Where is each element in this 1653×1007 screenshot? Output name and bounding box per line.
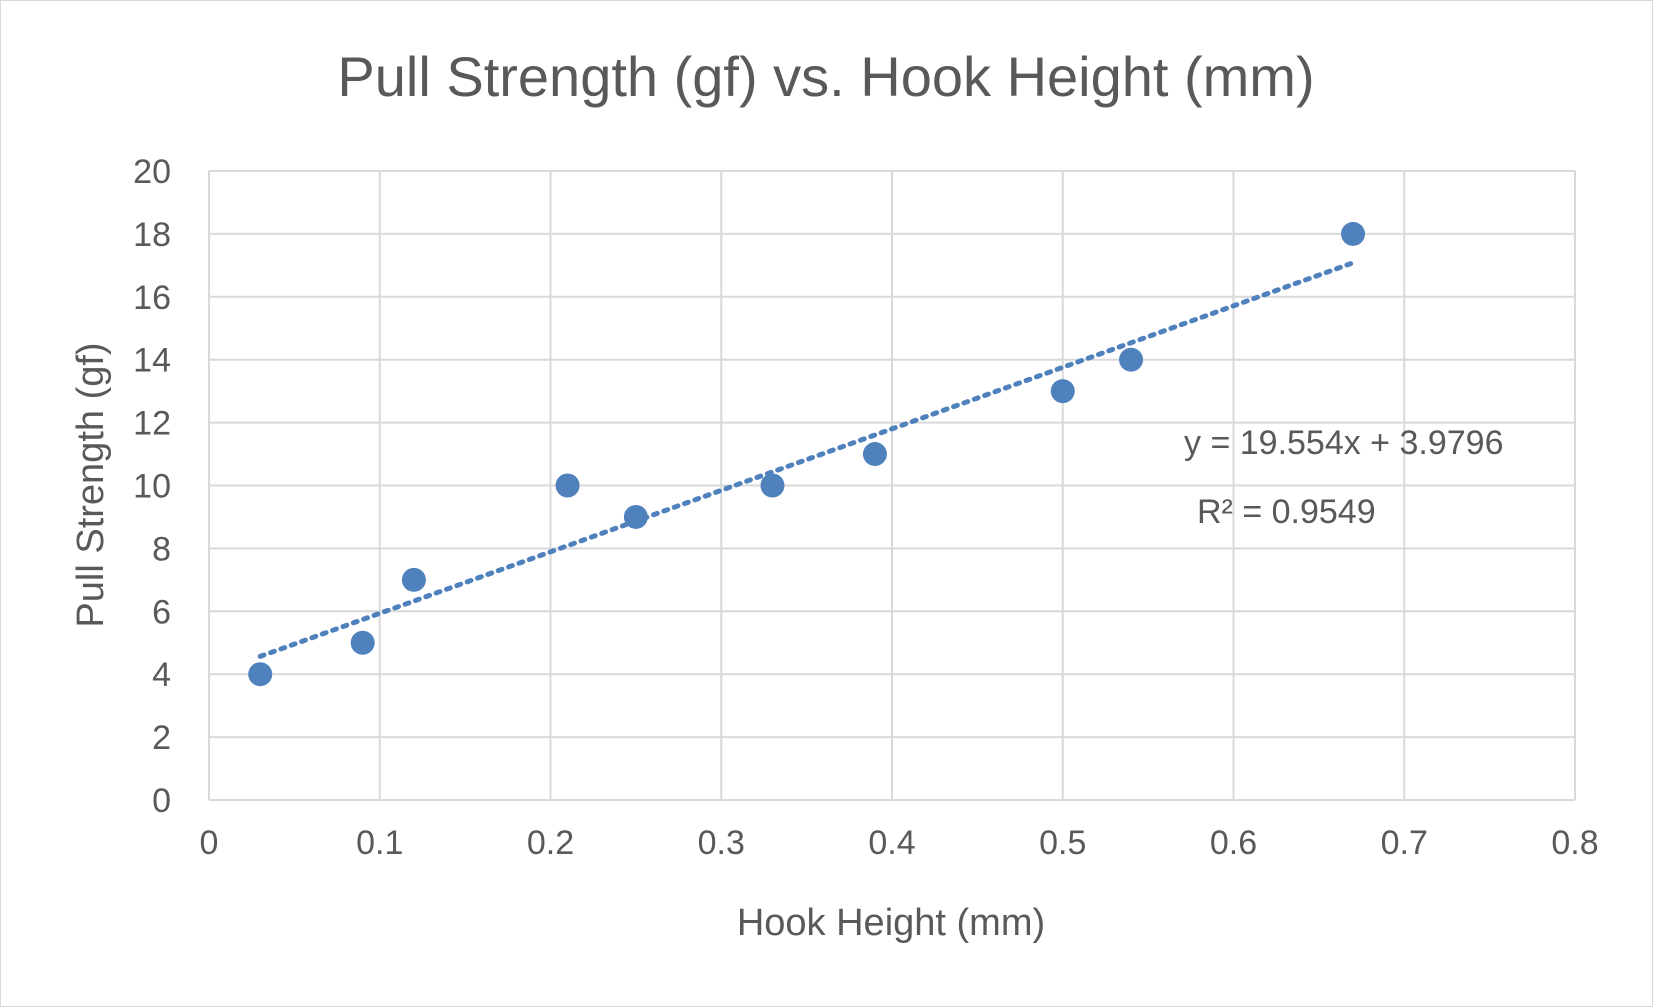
data-point [555,473,580,498]
x-tick-label: 0.7 [1381,824,1428,862]
x-tick-label: 0.2 [527,824,574,862]
y-tick-label: 12 [133,405,171,443]
data-point [1119,347,1144,372]
x-axis-title: Hook Height (mm) [737,902,1045,944]
x-tick-label: 0 [200,824,219,862]
x-tick-label: 0.5 [1039,824,1086,862]
y-axis-title: Pull Strength (gf) [70,342,112,627]
x-tick-label: 0.4 [868,824,915,862]
trendline-equation-label: y = 19.554x + 3.9796 [1184,424,1503,462]
y-tick-label: 0 [152,782,171,820]
chart-title: Pull Strength (gf) vs. Hook Height (mm) [337,45,1314,108]
x-tick-label: 0.3 [698,824,745,862]
data-point [1341,221,1366,246]
tick-labels: 0 2 4 6 8 10 12 14 16 18 20 0 0.1 0.2 0.3 0.4 0.5 0.6 0.7 0… [133,153,1598,862]
x-tick-label: 0.1 [356,824,403,862]
trendline-layer [257,260,1356,659]
y-tick-label: 14 [133,342,171,380]
y-tick-label: 2 [152,719,171,757]
data-point [623,504,648,529]
trendline [257,260,1356,659]
y-tick-label: 10 [133,468,171,506]
y-tick-label: 20 [133,153,171,191]
data-point [350,630,375,655]
data-point [1050,379,1075,404]
data-point [760,473,785,498]
y-tick-label: 8 [152,530,171,568]
y-tick-label: 6 [152,593,171,631]
y-tick-label: 16 [133,279,171,317]
y-tick-label: 4 [152,656,171,694]
x-tick-label: 0.6 [1210,824,1257,862]
data-points [248,221,1366,687]
gridlines [208,170,1576,801]
y-tick-label: 18 [133,216,171,254]
data-point [401,567,426,592]
trendline-r2-label: R² = 0.9549 [1197,493,1376,531]
data-point [862,442,887,467]
x-tick-label: 0.8 [1551,824,1598,862]
data-point [248,662,273,687]
